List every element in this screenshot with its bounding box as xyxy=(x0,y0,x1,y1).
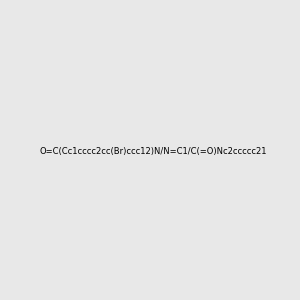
Text: O=C(Cc1cccc2cc(Br)ccc12)N/N=C1/C(=O)Nc2ccccc21: O=C(Cc1cccc2cc(Br)ccc12)N/N=C1/C(=O)Nc2c… xyxy=(40,147,268,156)
